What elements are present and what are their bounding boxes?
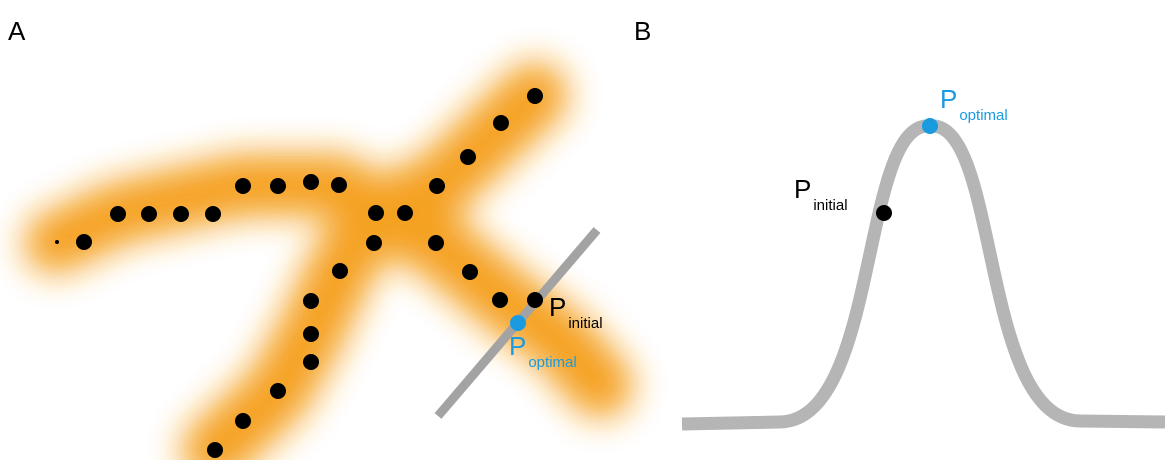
- p-initial-main: P: [549, 292, 566, 322]
- point: [527, 88, 543, 104]
- point: [303, 326, 319, 342]
- point: [462, 264, 478, 280]
- point: [368, 205, 384, 221]
- p-initial-sub: initial: [813, 197, 847, 214]
- point: [205, 206, 221, 222]
- point: [428, 235, 444, 251]
- point: [76, 234, 92, 250]
- panel-b-letter: B: [634, 16, 651, 46]
- point: [235, 413, 251, 429]
- p-initial-label-a: Pinitial: [549, 292, 603, 332]
- panel-a-letter: A: [8, 16, 26, 46]
- point: [331, 177, 347, 193]
- p-optimal-main: P: [940, 84, 957, 114]
- intensity-profile-curve: [681, 119, 1166, 431]
- point: [270, 178, 286, 194]
- small-dot: [55, 240, 59, 244]
- point: [493, 115, 509, 131]
- p-optimal-point-a: [510, 315, 526, 331]
- point: [270, 383, 286, 399]
- p-optimal-label-a: Poptimal: [509, 331, 577, 371]
- point: [460, 149, 476, 165]
- p-initial-point-b: [876, 205, 892, 221]
- point: [173, 206, 189, 222]
- point: [110, 206, 126, 222]
- p-optimal-point-b: [922, 118, 938, 134]
- point: [235, 178, 251, 194]
- point: [492, 292, 508, 308]
- p-initial-main: P: [794, 174, 811, 204]
- point: [397, 205, 413, 221]
- p-initial-sub: initial: [568, 315, 602, 332]
- point: [141, 206, 157, 222]
- p-optimal-sub: optimal: [528, 354, 576, 371]
- point: [303, 293, 319, 309]
- p-optimal-main: P: [509, 331, 526, 361]
- point: [366, 235, 382, 251]
- centerline-points: [55, 88, 543, 458]
- point: [303, 354, 319, 370]
- p-optimal-sub: optimal: [959, 107, 1007, 124]
- orange-glow: [24, 62, 633, 460]
- p-initial-point-a: [527, 292, 543, 308]
- point: [207, 442, 223, 458]
- point: [332, 263, 348, 279]
- p-optimal-label-b: Poptimal: [940, 84, 1008, 124]
- point: [303, 174, 319, 190]
- point: [429, 178, 445, 194]
- p-initial-label-b: Pinitial: [794, 174, 848, 214]
